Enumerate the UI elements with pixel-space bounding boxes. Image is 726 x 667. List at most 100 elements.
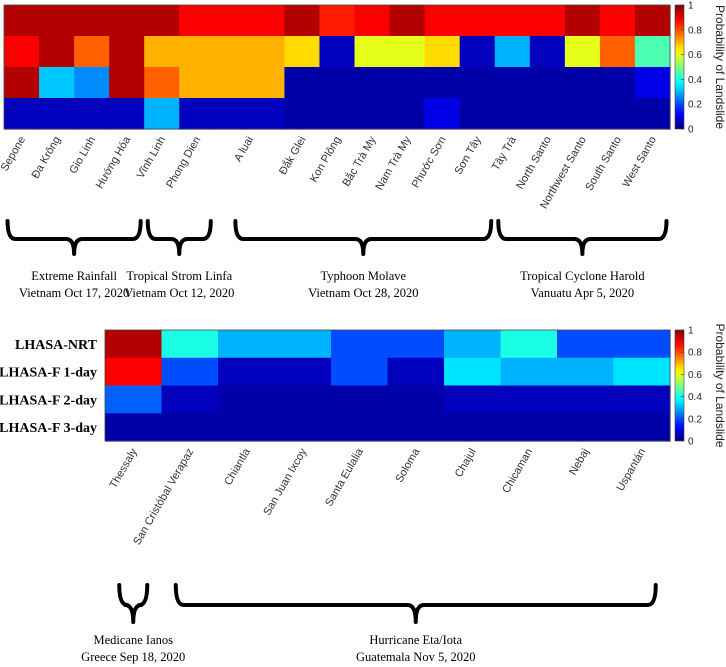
column-label: Sepone bbox=[0, 135, 28, 174]
heatmap-cell bbox=[613, 385, 671, 414]
heatmap-cell bbox=[529, 5, 566, 37]
heatmap-cell bbox=[599, 98, 636, 130]
heatmap-cell bbox=[387, 413, 445, 442]
group-brace bbox=[117, 583, 150, 624]
column-label: Đa Krông bbox=[30, 135, 64, 181]
heatmap-cell bbox=[564, 67, 601, 99]
column-label: A luai bbox=[232, 135, 256, 164]
heatmap-cell bbox=[274, 357, 332, 387]
heatmap-cell bbox=[179, 98, 215, 130]
column-label: Đắk Glei bbox=[276, 134, 308, 177]
heatmap-cell bbox=[459, 5, 496, 37]
heatmap-cell bbox=[564, 98, 601, 130]
heatmap-cell bbox=[218, 330, 276, 359]
heatmap-cell bbox=[500, 357, 558, 387]
heatmap-cell bbox=[564, 36, 601, 68]
row-label: LHASA-F 1-day bbox=[0, 366, 97, 381]
group-name: Medicane Ianos bbox=[94, 633, 174, 647]
heatmap-cell bbox=[634, 98, 671, 130]
column-label: Uspantán bbox=[614, 447, 648, 494]
heatmap-cell bbox=[161, 330, 219, 359]
colorbar-tick-label: 0.6 bbox=[688, 370, 702, 381]
colorbar bbox=[674, 329, 685, 442]
heatmap-cell bbox=[4, 98, 40, 130]
heatmap-cell bbox=[389, 5, 426, 37]
column-label: West Santo bbox=[620, 135, 659, 190]
colorbar-tick-label: 0.4 bbox=[688, 392, 702, 403]
group-event-date: Vietnam Oct 28, 2020 bbox=[308, 286, 418, 300]
column-label: Sơn Tây bbox=[452, 134, 484, 177]
colorbar-label: Probability of Landslide bbox=[713, 5, 726, 129]
heatmap-cell bbox=[74, 98, 110, 130]
row-label: LHASA-NRT bbox=[15, 338, 98, 353]
heatmap-cell bbox=[105, 413, 163, 442]
heatmap-cell bbox=[319, 5, 356, 37]
column-label: Santa Eulalia bbox=[323, 446, 366, 509]
heatmap-cell bbox=[105, 357, 163, 387]
heatmap-cell bbox=[4, 67, 40, 99]
heatmap-frame bbox=[3, 4, 671, 130]
row-label: LHASA-F 3-day bbox=[0, 421, 97, 436]
heatmap-cell bbox=[444, 357, 502, 387]
heatmap-cell bbox=[424, 67, 461, 99]
heatmap-cell bbox=[494, 36, 531, 68]
heatmap-cell bbox=[274, 330, 332, 359]
heatmap-cell bbox=[557, 413, 615, 442]
heatmap-cell bbox=[557, 330, 615, 359]
column-label: Bắc Trà My bbox=[340, 134, 379, 189]
heatmap-cell bbox=[214, 98, 286, 130]
heatmap-cell bbox=[331, 413, 389, 442]
heatmap-cell bbox=[613, 413, 671, 442]
heatmap-cell bbox=[109, 67, 145, 99]
heatmap-cell bbox=[105, 385, 163, 414]
heatmap-cell bbox=[564, 5, 601, 37]
heatmap-cell bbox=[39, 36, 75, 68]
heatmap-cell bbox=[387, 330, 445, 359]
column-label: Soloma bbox=[393, 446, 422, 485]
heatmap-cell bbox=[387, 357, 445, 387]
heatmap-cell bbox=[634, 67, 671, 99]
column-label: Chiantla bbox=[222, 446, 253, 488]
heatmap-cell bbox=[214, 67, 286, 99]
colorbar-tick-label: 0 bbox=[688, 437, 694, 448]
heatmap-cell bbox=[105, 330, 163, 359]
group-event-date: Greece Sep 18, 2020 bbox=[81, 650, 185, 664]
heatmap-cell bbox=[284, 5, 321, 37]
heatmap-cell bbox=[500, 385, 558, 414]
column-label: Phước Sơn bbox=[410, 135, 449, 191]
group-event-date: Vietnam Oct 12, 2020 bbox=[124, 286, 234, 300]
heatmap-cell bbox=[74, 67, 110, 99]
heatmap-cell bbox=[557, 385, 615, 414]
bottom-heatmap-panel: LHASA-NRT LHASA-F 1-day LHASA-F 2-day LHASA… bbox=[0, 323, 726, 664]
heatmap-cell bbox=[218, 385, 276, 414]
column-label: Nebaj bbox=[567, 447, 592, 478]
group-event-date: Vietnam Oct 17, 2020 bbox=[19, 286, 129, 300]
heatmap-cell bbox=[284, 67, 321, 99]
heatmap-cell bbox=[109, 5, 145, 37]
heatmap-cell bbox=[389, 36, 426, 68]
heatmap-cell bbox=[634, 5, 671, 37]
heatmap-cell bbox=[319, 36, 356, 68]
heatmap-cell bbox=[74, 36, 110, 68]
heatmap-cell bbox=[354, 98, 391, 130]
heatmap-cell bbox=[161, 357, 219, 387]
group-name: Tropical Strom Linfa bbox=[126, 269, 232, 283]
column-label: Tây Trà bbox=[490, 134, 519, 173]
heatmap-cell bbox=[218, 357, 276, 387]
heatmap-cell bbox=[599, 5, 636, 37]
heatmap-cell bbox=[529, 36, 566, 68]
colorbar-tick-label: 0.6 bbox=[688, 50, 702, 61]
heatmap-cell bbox=[494, 67, 531, 99]
heatmap-cell bbox=[109, 36, 145, 68]
group-brace bbox=[496, 219, 669, 256]
heatmap-cell bbox=[529, 98, 566, 130]
heatmap-cell bbox=[331, 385, 389, 414]
heatmap-cell bbox=[424, 98, 461, 130]
heatmap-cell bbox=[284, 36, 321, 68]
heatmap-cell bbox=[354, 36, 391, 68]
heatmap-cell bbox=[389, 98, 426, 130]
column-label: South Santo bbox=[583, 135, 624, 193]
heatmap-cell bbox=[74, 5, 110, 37]
column-label: Phong Dien bbox=[164, 134, 203, 190]
